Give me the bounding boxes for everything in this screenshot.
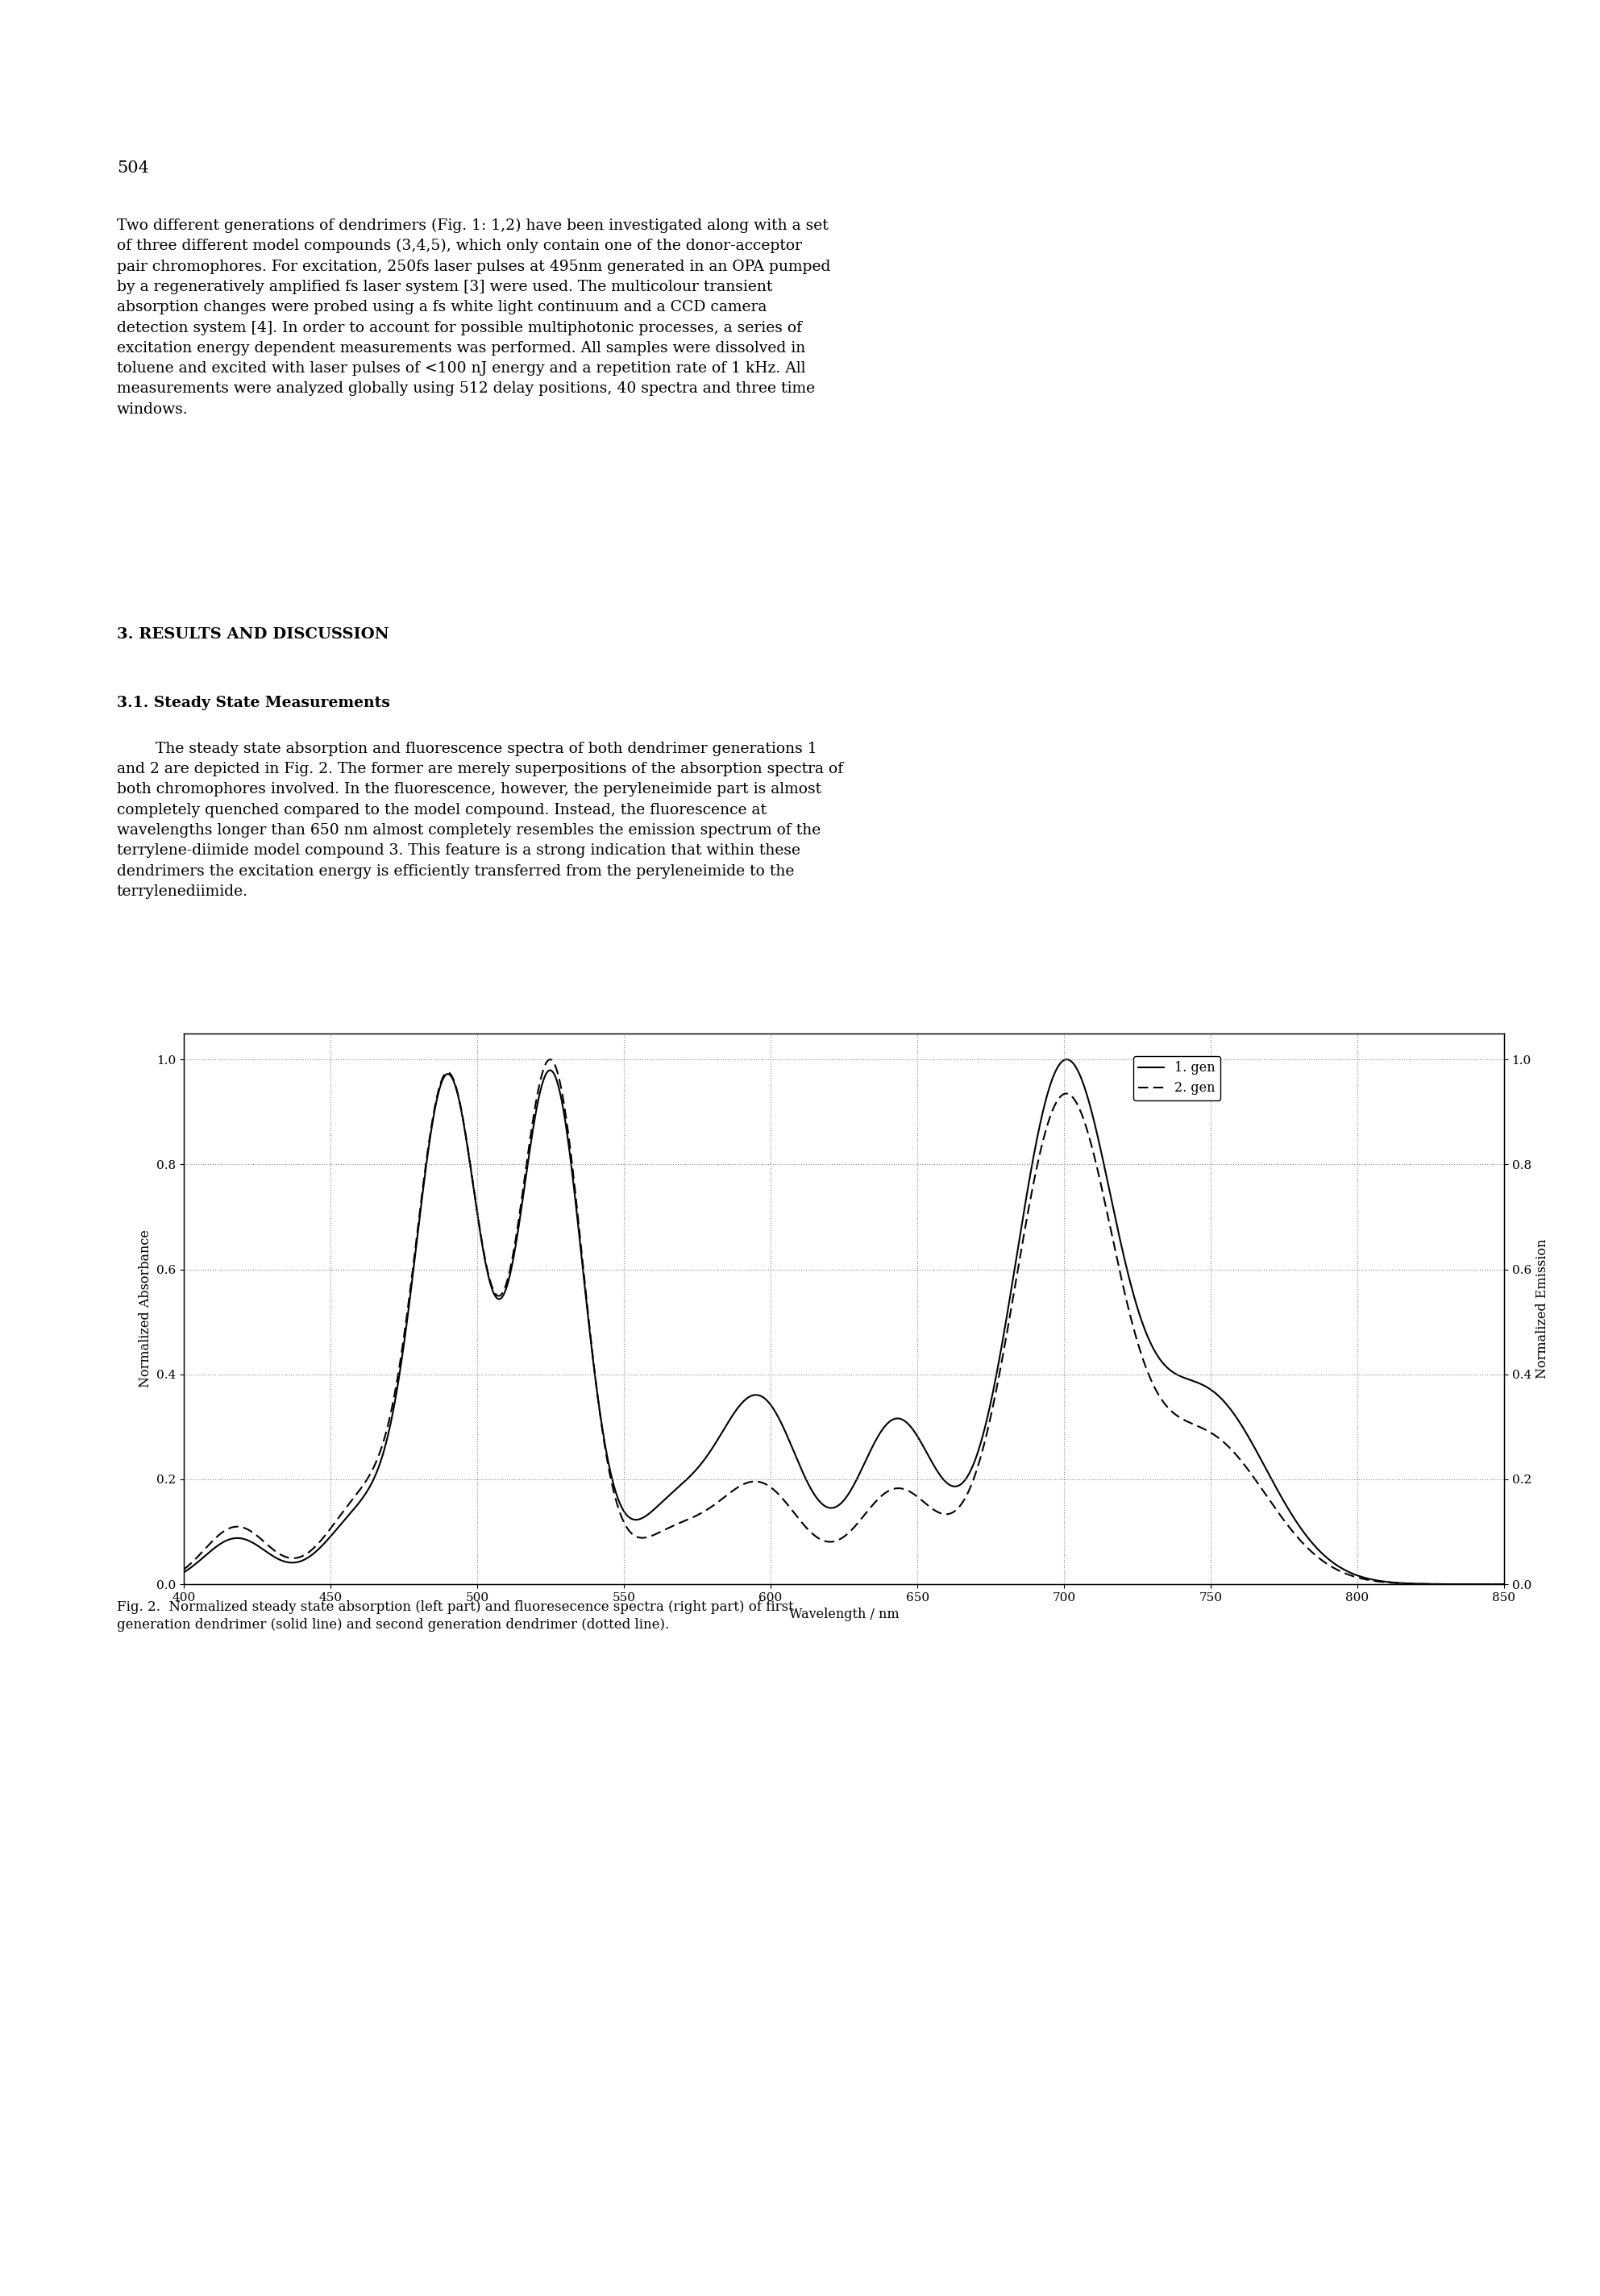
- Text: Fig. 2.  Normalized steady state absorption (left part) and fluoresecence spectr: Fig. 2. Normalized steady state absorpti…: [117, 1600, 794, 1632]
- Text: The steady state absorption and fluorescence spectra of both dendrimer generatio: The steady state absorption and fluoresc…: [117, 742, 843, 898]
- Text: 504: 504: [117, 161, 149, 177]
- Y-axis label: Normalized Emission: Normalized Emission: [1536, 1240, 1549, 1378]
- Text: 3. RESULTS AND DISCUSSION: 3. RESULTS AND DISCUSSION: [117, 627, 389, 641]
- Text: 3.1. Steady State Measurements: 3.1. Steady State Measurements: [117, 696, 390, 709]
- Y-axis label: Normalized Absorbance: Normalized Absorbance: [139, 1231, 152, 1387]
- Legend: 1. gen, 2. gen: 1. gen, 2. gen: [1133, 1056, 1221, 1100]
- X-axis label: Wavelength / nm: Wavelength / nm: [789, 1607, 899, 1621]
- Text: Two different generations of dendrimers (Fig. 1: 1,2) have been investigated alo: Two different generations of dendrimers …: [117, 218, 830, 416]
